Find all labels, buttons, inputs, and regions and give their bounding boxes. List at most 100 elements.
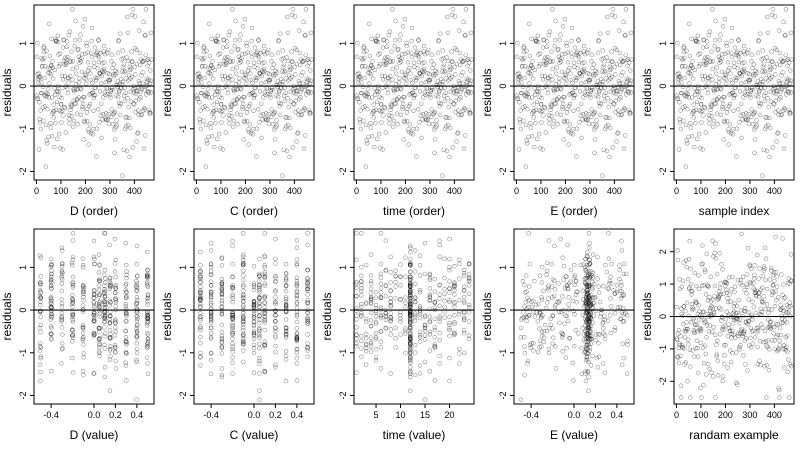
data-point [777,325,783,330]
data-point [609,12,615,18]
plot-frame [353,4,475,181]
data-point [678,90,684,96]
data-point [788,30,794,35]
data-point [259,73,264,79]
data-point [38,370,43,375]
data-point [91,95,97,101]
data-point [712,294,717,299]
data-point [535,88,540,94]
data-point [97,71,103,76]
data-point [87,92,92,97]
data-point [50,76,56,81]
data-point [211,115,217,120]
data-point [283,126,288,132]
data-point [680,105,685,110]
data-point [461,58,466,64]
data-point [445,122,451,128]
data-point [374,89,379,94]
data-point [78,59,84,64]
y-axis-label: residuals [480,292,494,340]
data-point [750,341,756,346]
data-point [725,68,731,73]
data-point [546,80,551,85]
data-point [744,272,750,277]
data-point [680,278,686,284]
data-point [531,348,536,353]
data-point [70,314,75,320]
data-point [733,52,739,58]
data-point [371,115,376,120]
data-point [454,61,460,67]
data-point [305,57,311,62]
data-point [80,303,86,308]
data-point [70,304,75,310]
data-point [303,7,309,12]
data-point [380,77,386,82]
data-point [417,339,423,344]
data-point [593,337,598,343]
data-point [363,164,368,169]
data-point [550,124,556,129]
data-point [295,131,300,136]
data-point [604,76,609,81]
data-point [758,76,764,82]
data-point [572,64,577,70]
data-point [225,54,230,60]
data-point [614,47,620,53]
data-point [109,107,114,112]
data-point [724,118,730,124]
data-point [253,75,258,80]
data-point [608,313,613,318]
data-point [204,94,210,99]
data-point [681,49,687,54]
data-point [373,314,379,319]
data-point [554,111,560,116]
data-point [523,164,528,169]
data-point [413,75,418,80]
data-point [123,339,129,344]
data-point [43,93,48,98]
points [354,231,472,402]
data-point [203,122,209,128]
data-point [725,106,730,112]
data-point [596,100,602,106]
data-point [533,120,538,126]
data-point [60,147,65,152]
data-point [238,32,243,37]
data-point [626,89,631,95]
data-point [366,86,371,92]
data-point [212,92,218,98]
data-point [407,65,412,71]
data-point [102,231,108,236]
x-axis-label: randam example [689,428,779,442]
x-axis-label: E (value) [550,428,598,442]
data-point [127,67,133,73]
data-point [741,95,746,100]
data-point [722,71,728,77]
data-point [760,274,766,279]
data-point [525,70,531,76]
data-point [436,38,441,44]
data-point [383,238,388,243]
data-point [626,60,632,65]
data-point [228,59,233,64]
data-point [766,104,771,110]
data-point [714,87,719,92]
data-point [251,370,257,375]
data-point [72,101,78,106]
data-point [623,92,629,97]
data-point [448,76,453,81]
data-point [539,297,545,302]
data-point [46,21,52,26]
data-point [526,95,532,100]
data-point [361,44,366,49]
data-point [693,107,699,112]
data-point [524,138,529,143]
data-point [742,60,747,65]
data-point [464,92,469,97]
data-point [373,331,379,336]
data-point [745,246,751,251]
data-point [679,90,684,96]
data-point [521,310,526,315]
data-point [716,46,721,52]
